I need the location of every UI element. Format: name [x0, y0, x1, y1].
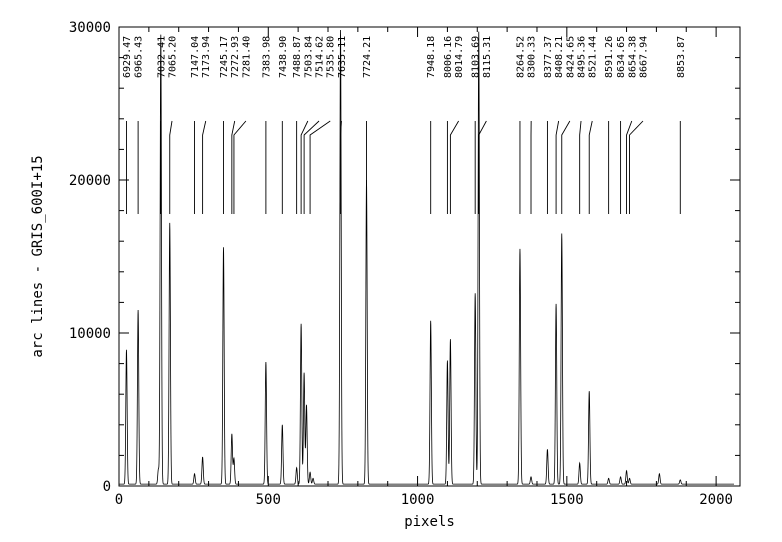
x-tick-label: 2000	[699, 492, 733, 508]
line-id-marker	[300, 120, 309, 214]
wavelength-label: 7065.20	[168, 36, 179, 78]
wavelength-label: 8424.65	[565, 36, 576, 78]
wavelength-label: 7272.93	[230, 36, 241, 78]
wavelength-label: 8006.16	[443, 36, 454, 78]
wavelength-label: 7032.41	[156, 36, 167, 78]
wavelength-labels: 6929.47 6965.43 7032.41 7065.20 7147.04 7173.…	[122, 36, 687, 78]
x-axis-title: pixels	[404, 514, 455, 530]
wavelength-label: 8103.69	[471, 36, 482, 78]
wavelength-label: 7173.94	[201, 36, 212, 78]
wavelength-label: 7635.11	[337, 36, 348, 78]
wavelength-label: 7245.17	[219, 36, 230, 78]
line-id-marker	[202, 120, 207, 214]
wavelength-label: 7948.18	[426, 36, 437, 78]
wavelength-label: 8115.31	[482, 36, 493, 78]
wavelength-label: 7488.87	[292, 36, 303, 78]
wavelength-label: 8654.38	[627, 36, 638, 78]
line-id-marker	[231, 120, 236, 214]
x-tick-label: 1000	[401, 492, 435, 508]
line-id-marker	[629, 120, 644, 214]
x-tick-label: 0	[115, 492, 123, 508]
line-id-marker	[626, 120, 633, 214]
wavelength-label: 8591.26	[604, 36, 615, 78]
wavelength-label: 8667.94	[638, 36, 649, 78]
wavelength-label: 7503.84	[303, 36, 314, 78]
wavelength-label: 7281.40	[241, 36, 252, 78]
y-tick-label: 30000	[69, 20, 111, 36]
x-tick-label: 1500	[550, 492, 584, 508]
wavelength-label: 8408.21	[554, 36, 565, 78]
wavelength-label: 8521.44	[588, 36, 599, 78]
x-tick-label: 500	[256, 492, 281, 508]
wavelength-label: 8014.79	[454, 36, 465, 78]
wavelength-label: 7535.80	[326, 36, 337, 78]
wavelength-label: 7147.04	[190, 36, 201, 78]
line-id-marker	[449, 120, 459, 214]
line-id-marker	[169, 120, 173, 214]
wavelength-label: 6929.47	[122, 36, 133, 78]
line-id-marker	[561, 120, 571, 214]
plot-frame	[118, 26, 741, 487]
line-id-marker	[588, 120, 593, 214]
wavelength-label: 8264.52	[515, 36, 526, 78]
line-id-marker	[303, 120, 320, 214]
y-tick-label: 0	[103, 479, 111, 495]
wavelength-label: 8300.33	[527, 36, 538, 78]
y-axis-title: arc lines - GRIS_600I+15	[30, 155, 46, 357]
wavelength-label: 7438.90	[278, 36, 289, 78]
wavelength-label: 7383.98	[261, 36, 272, 78]
y-tick-label: 20000	[69, 173, 111, 189]
wavelength-label: 8853.87	[676, 36, 687, 78]
y-tick-label: 10000	[69, 326, 111, 342]
line-id-marker	[478, 120, 487, 214]
wavelength-label: 7724.21	[362, 36, 373, 78]
line-id-marker	[579, 120, 582, 214]
wavelength-label: 8495.36	[577, 36, 588, 78]
line-id-marker	[555, 120, 560, 214]
wavelength-label: 8377.37	[543, 36, 554, 78]
wavelength-label: 7514.62	[315, 36, 326, 78]
wavelength-label: 8634.65	[616, 36, 627, 78]
line-id-marker	[233, 120, 247, 214]
line-id-marker	[309, 120, 331, 214]
line-id-markers	[126, 120, 681, 214]
wavelength-label: 6965.43	[134, 36, 145, 78]
arc-spectrum-line	[119, 30, 735, 485]
